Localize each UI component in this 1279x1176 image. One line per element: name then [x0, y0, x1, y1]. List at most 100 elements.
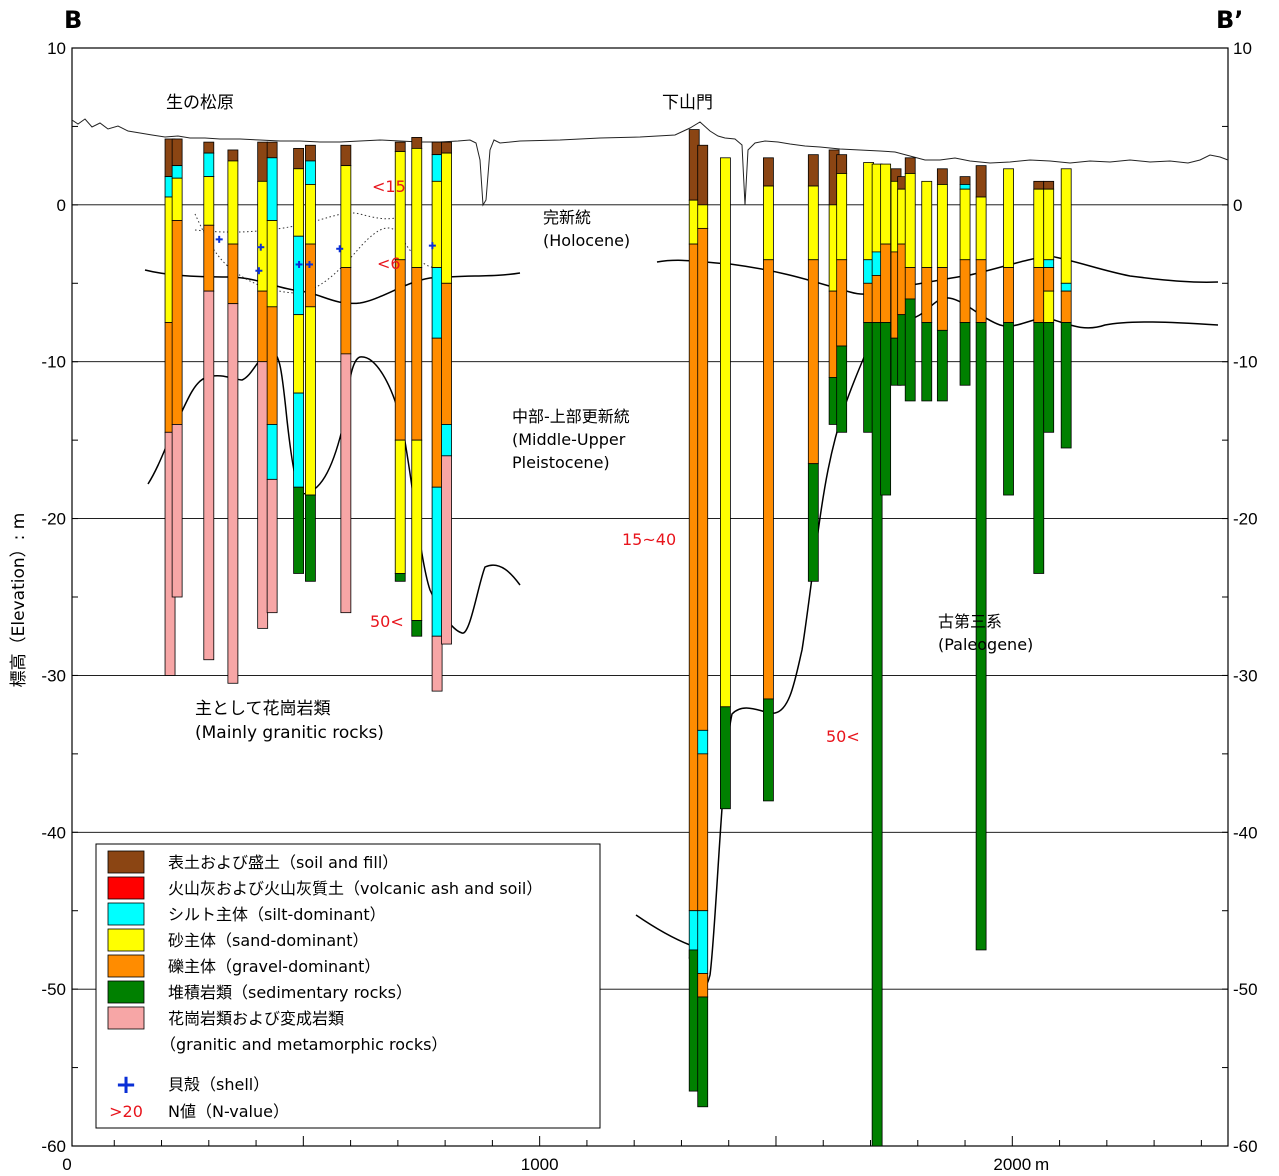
place-label-left: 生の松原 — [166, 93, 234, 113]
legend-label-gravel: 礫主体（gravel-dominant） — [168, 957, 380, 976]
borehole-2 — [171, 138, 183, 598]
y-tick-left--20: -20 — [41, 510, 66, 529]
borehole-layer-granite — [266, 478, 278, 614]
borehole-layer-silt — [266, 157, 278, 221]
legend-label-soil: 表土および盛土（soil and fill） — [168, 853, 398, 872]
borehole-layer-sand — [305, 306, 316, 496]
borehole-layer-sand — [836, 173, 848, 261]
borehole-layer-sand — [394, 151, 406, 261]
y-tick-right--50: -50 — [1233, 980, 1258, 999]
borehole-layer-silt — [266, 424, 278, 480]
borehole-layer-sedimentary — [904, 298, 916, 402]
legend-shell: + 貝殻（shell） — [115, 1070, 269, 1100]
borehole-layer-gravel — [807, 259, 819, 465]
borehole-layer-soil — [959, 176, 971, 185]
borehole-layer-gravel — [836, 259, 848, 347]
shell-marker-1 — [215, 235, 223, 243]
shell-symbol: + — [115, 1070, 137, 1100]
y-tick-labels-left: 10 0 -10 -20 -30 -40 -50 -60 — [41, 39, 78, 1156]
n-value-label-lt6: <6 — [377, 254, 401, 273]
borehole-layer-soil — [171, 138, 183, 167]
y-tick-left-10: 10 — [47, 39, 66, 58]
borehole-layer-sand — [1060, 168, 1072, 284]
y-tick-right--10: -10 — [1233, 353, 1258, 372]
borehole-layer-sedimentary — [1060, 322, 1072, 449]
borehole-layer-gravel — [1033, 267, 1045, 323]
borehole-layer-gravel — [411, 267, 423, 441]
place-label-right: 下山門 — [662, 93, 713, 113]
granite-label-en: (Mainly granitic rocks) — [195, 723, 384, 743]
legend-swatch-ash — [107, 876, 145, 900]
borehole-layer-sedimentary — [305, 494, 316, 582]
borehole-32 — [1033, 180, 1045, 574]
borehole-layer-sand — [936, 184, 948, 268]
borehole-layer-sedimentary — [975, 322, 987, 951]
borehole-layer-silt — [959, 184, 971, 190]
borehole-layer-silt — [293, 392, 305, 488]
borehole-layer-gravel — [697, 753, 709, 912]
borehole-layer-sedimentary — [1033, 322, 1045, 574]
borehole-layer-sedimentary — [1043, 322, 1055, 433]
borehole-layer-silt — [293, 235, 305, 316]
borehole-layer-silt — [697, 910, 709, 974]
paleogene-label-en: (Paleogene) — [938, 635, 1033, 654]
y-tick-left--60: -60 — [41, 1137, 66, 1156]
borehole-layer-sand — [697, 204, 709, 229]
borehole-layer-soil — [936, 168, 948, 185]
y-tick-right-0: 0 — [1233, 196, 1242, 215]
borehole-8 — [305, 144, 316, 582]
borehole-layer-sand — [921, 180, 933, 268]
borehole-layer-gravel — [441, 282, 452, 425]
borehole-layer-sedimentary — [836, 345, 848, 433]
borehole-layer-soil — [904, 157, 916, 174]
borehole-5 — [257, 141, 269, 629]
borehole-layer-silt — [1060, 282, 1072, 292]
legend: 表土および盛土（soil and fill） 火山灰および火山灰質土（volcan… — [95, 843, 601, 1129]
borehole-layer-sand — [1043, 290, 1055, 323]
n-value-label-gt50-left: 50< — [370, 612, 404, 631]
borehole-layer-soil — [1033, 180, 1045, 190]
pleistocene-base-line-left — [147, 350, 521, 634]
x-unit-label: m — [1035, 1155, 1049, 1174]
borehole-layer-sedimentary — [763, 698, 774, 802]
paleogene-label-ja: 古第三系 — [938, 612, 1002, 631]
y-tick-left--50: -50 — [41, 980, 66, 999]
pleistocene-label-en-2: Pleistocene) — [512, 453, 610, 472]
borehole-layer-gravel — [921, 267, 933, 323]
borehole-layer-sand — [227, 160, 239, 245]
borehole-26 — [904, 157, 916, 402]
borehole-layer-granite — [227, 303, 239, 684]
borehole-layer-sedimentary — [921, 322, 933, 402]
borehole-layer-sedimentary — [697, 996, 709, 1108]
shell-marker-2 — [257, 243, 265, 251]
borehole-31 — [1003, 168, 1014, 496]
borehole-layer-silt — [697, 729, 709, 755]
borehole-layer-sand — [1033, 188, 1045, 269]
borehole-34 — [1060, 168, 1072, 449]
y-tick-right--20: -20 — [1233, 510, 1258, 529]
shell-marker-4 — [295, 260, 303, 268]
x-tick-0: 0 — [62, 1155, 71, 1174]
borehole-layer-silt — [441, 424, 452, 457]
borehole-layer-gravel — [763, 259, 774, 700]
borehole-layer-sand — [203, 176, 215, 226]
borehole-layer-sedimentary — [807, 463, 819, 582]
n-value-symbol: >20 — [109, 1102, 143, 1121]
borehole-layer-sand — [171, 177, 183, 221]
borehole-layer-gravel — [394, 259, 406, 441]
section-end-right: B’ — [1216, 6, 1243, 34]
borehole-layer-sand — [904, 173, 916, 269]
borehole-33 — [1043, 180, 1055, 433]
n-value-dotted-line-upper — [194, 212, 396, 233]
borehole-23 — [880, 163, 892, 496]
borehole-layer-sand — [959, 188, 971, 261]
legend-label-granite: 花崗岩類および変成岩類 — [168, 1009, 344, 1028]
holocene-label-ja: 完新統 — [543, 208, 591, 227]
holocene-base-line-left — [144, 269, 521, 305]
borehole-layer-sand — [1043, 188, 1055, 261]
borehole-15 — [697, 144, 709, 1108]
x-tick-1000: 1000 — [521, 1155, 559, 1174]
borehole-layer-gravel — [340, 267, 352, 355]
legend-n-value: >20 N値（N-value） — [109, 1102, 289, 1121]
